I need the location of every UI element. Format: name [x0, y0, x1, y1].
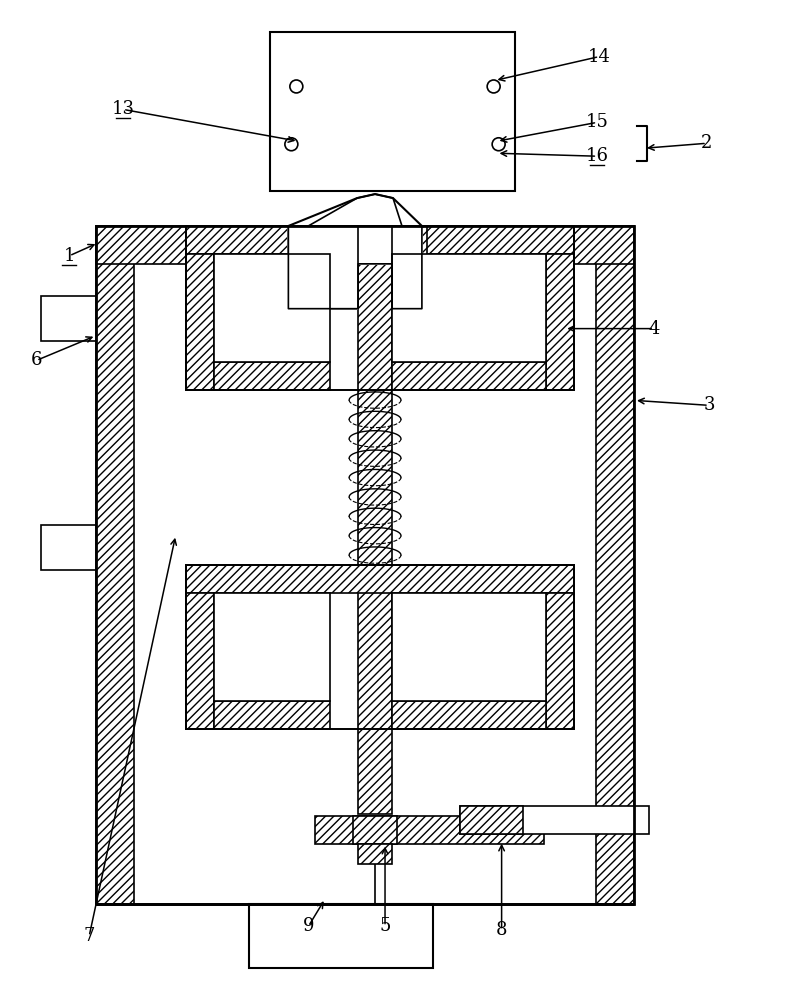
Bar [185, 254, 214, 390]
Bar [288, 226, 358, 309]
Bar [214, 593, 330, 701]
Text: 13: 13 [112, 100, 134, 118]
Text: 6: 6 [31, 351, 42, 369]
Bar [358, 844, 392, 864]
Bar [546, 254, 575, 390]
Bar [288, 226, 356, 309]
Text: 9: 9 [303, 917, 314, 935]
Bar [185, 565, 575, 593]
Bar [597, 226, 634, 904]
Bar [460, 806, 523, 834]
Bar [214, 701, 330, 729]
Bar [392, 593, 546, 701]
Text: 14: 14 [588, 48, 611, 66]
Bar [392, 226, 427, 309]
Text: 5: 5 [380, 917, 391, 935]
Text: 8: 8 [496, 921, 508, 939]
Bar [546, 593, 575, 729]
Bar [392, 701, 546, 729]
Bar [96, 226, 634, 904]
Bar [96, 226, 634, 264]
Bar [185, 565, 575, 729]
Bar [214, 254, 330, 362]
Text: 7: 7 [83, 927, 95, 945]
Text: 1: 1 [64, 247, 75, 265]
Text: 3: 3 [703, 396, 714, 414]
Bar [185, 226, 575, 254]
Text: 2: 2 [701, 134, 713, 152]
Bar [358, 264, 392, 814]
Bar [185, 226, 575, 390]
Bar [270, 32, 515, 191]
Bar [248, 904, 433, 968]
Bar [392, 254, 546, 362]
Text: 15: 15 [586, 113, 608, 131]
Bar [41, 525, 96, 570]
Bar [185, 593, 214, 729]
Text: 16: 16 [586, 147, 609, 165]
Bar [392, 362, 546, 390]
Polygon shape [288, 194, 422, 309]
Polygon shape [288, 194, 422, 309]
Bar [315, 816, 545, 844]
Bar [96, 226, 134, 904]
Bar [41, 296, 96, 341]
Bar [460, 806, 649, 834]
Text: 4: 4 [648, 320, 659, 338]
Bar [353, 816, 397, 844]
Bar [214, 362, 330, 390]
